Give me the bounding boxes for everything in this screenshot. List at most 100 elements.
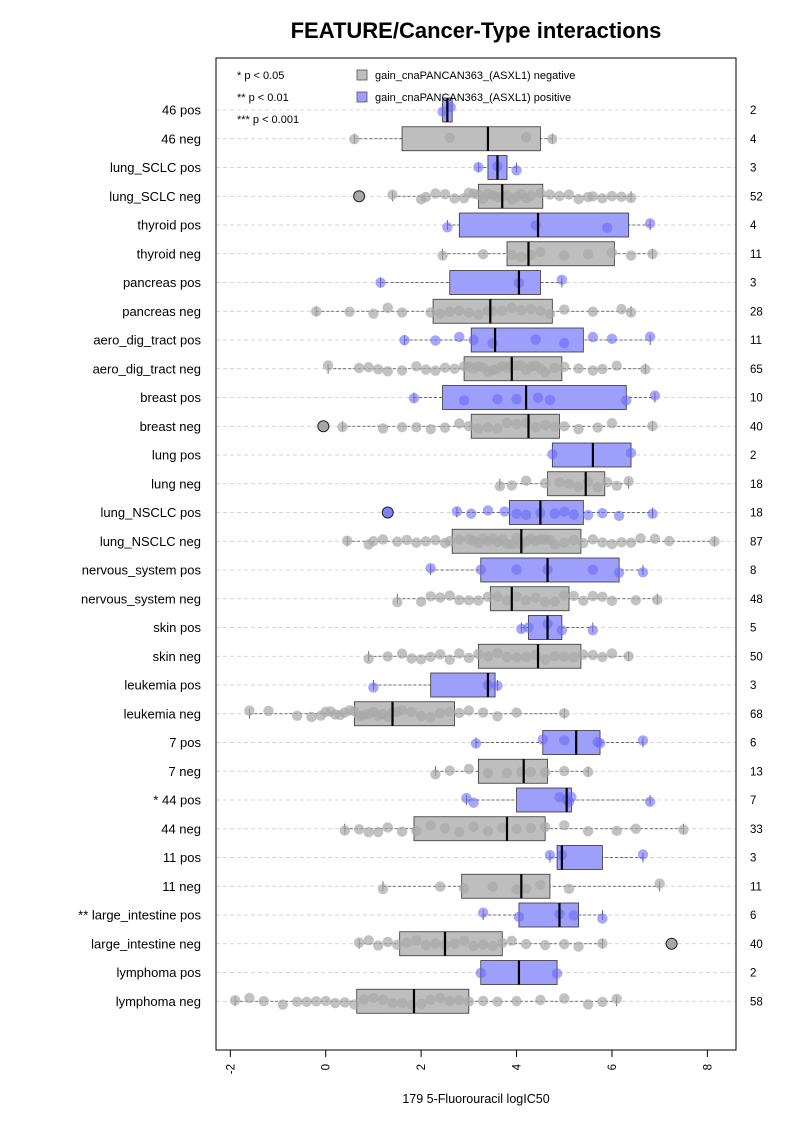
row-count-nervous-system-pos: 8 [750, 565, 756, 577]
point-lung-nsclc-neg [606, 538, 618, 550]
row-count-pancreas-pos: 3 [750, 278, 756, 290]
point-skin-neg [463, 652, 475, 664]
point-lung-nsclc-neg [625, 537, 637, 548]
point-44-pos [644, 796, 656, 808]
point-large-intestine-neg [353, 937, 365, 948]
point-44-neg [468, 821, 479, 832]
point-pancreas-neg [310, 306, 322, 317]
row-count-lymphoma-neg: 58 [750, 996, 763, 1008]
point-pancreas-neg [396, 307, 408, 318]
point-thyroid-neg [582, 249, 594, 260]
point-skin-neg [444, 654, 455, 665]
point-leukemia-neg [415, 710, 427, 722]
point-lung-neg [506, 480, 517, 491]
point-aero-dig-tract-pos [530, 334, 541, 345]
point-thyroid-neg [625, 250, 637, 261]
point-breast-pos [544, 394, 556, 406]
point-large-intestine-neg [597, 938, 608, 949]
point-large-intestine-neg [559, 938, 570, 950]
point-breast-neg [411, 421, 422, 433]
point-breast-neg [559, 421, 570, 432]
point-skin-neg [454, 648, 465, 659]
point-lung-neg [539, 477, 551, 489]
point-lung-sclc-neg [535, 187, 546, 199]
point-lymphoma-neg [339, 997, 351, 1008]
point-aero-dig-tract-pos [430, 335, 441, 346]
point-large-intestine-neg [420, 939, 432, 951]
x-tick-label: 0 [321, 1064, 333, 1070]
point-44-neg [559, 820, 570, 831]
point-lung-nsclc-neg [377, 534, 389, 545]
x-axis: -2 0 2 4 6 8 [225, 1049, 714, 1074]
point-large-intestine-neg [363, 935, 374, 946]
point-breast-neg [501, 417, 513, 429]
row-count-nervous-system-neg: 48 [750, 594, 763, 606]
point-pancreas-neg [616, 303, 627, 315]
point-lung-pos [625, 447, 637, 459]
point-lymphoma-neg [377, 994, 389, 1005]
point-large-intestine-neg [373, 940, 384, 951]
point-11-neg [654, 878, 665, 889]
point-nervous-system-pos [425, 562, 436, 574]
point-nervous-system-neg [606, 595, 618, 607]
row-count-leukemia-neg: 68 [750, 709, 763, 721]
point-pancreas-neg [497, 305, 508, 316]
point-46-neg [547, 133, 558, 145]
legend-sig-3: *** p < 0.001 [237, 114, 299, 126]
point-lung-sclc-neg [387, 189, 398, 200]
point-lung-nsclc-neg [368, 535, 379, 547]
point-breast-neg [377, 423, 389, 434]
point-leukemia-neg [406, 706, 417, 718]
point-leukemia-neg [492, 711, 503, 722]
x-tick-label: 8 [702, 1064, 714, 1070]
point-44-neg [482, 826, 494, 837]
point-pancreas-neg [535, 305, 546, 317]
row-label-lymphoma-pos: lymphoma pos [116, 965, 201, 980]
row-count-44-pos: 7 [750, 795, 756, 807]
row-label-aero-dig-tract-pos: aero_dig_tract pos [93, 333, 201, 348]
point-lung-nsclc-neg [649, 533, 661, 544]
row-label-lung-sclc-neg: lung_SCLC neg [109, 189, 201, 204]
point-lung-sclc-pos [473, 161, 484, 173]
point-aero-dig-tract-neg [559, 361, 570, 372]
row-count-lung-sclc-pos: 3 [750, 163, 756, 175]
row-count-aero-dig-tract-pos: 11 [750, 335, 762, 347]
point-large-intestine-neg [468, 940, 479, 952]
point-aero-dig-tract-neg [322, 360, 334, 371]
point-leukemia-neg [511, 707, 522, 718]
point-large-intestine-neg [520, 938, 532, 950]
point-large-intestine-neg [506, 935, 517, 946]
point-44-pos [566, 791, 577, 803]
point-skin-neg [492, 647, 503, 659]
point-skin-neg [539, 654, 551, 665]
point-breast-pos [511, 393, 522, 405]
medians [391, 98, 594, 1014]
point-lung-nsclc-neg [444, 535, 455, 547]
point-46-neg [349, 134, 360, 145]
row-label-pancreas-pos: pancreas pos [123, 275, 202, 290]
point-lung-sclc-neg [420, 191, 432, 203]
row-label-lung-neg: lung neg [151, 476, 201, 491]
point-44-neg [363, 826, 374, 838]
point-lung-nsclc-pos [647, 508, 658, 520]
point-breast-neg [337, 421, 348, 433]
point-large-intestine-neg [449, 938, 460, 949]
point-breast-neg [606, 418, 618, 429]
point-7-neg [582, 766, 594, 778]
point-lymphoma-neg [435, 992, 446, 1004]
row-count-lung-pos: 2 [750, 450, 756, 462]
point-leukemia-neg [396, 705, 408, 716]
row-label-44-neg: 44 neg [161, 821, 201, 836]
point-skin-neg [435, 649, 446, 660]
point-lymphoma-neg [291, 996, 303, 1008]
point-aero-dig-tract-pos [487, 338, 498, 349]
whiskers [234, 105, 715, 1007]
point-lymphoma-neg [244, 992, 255, 1004]
point-lung-nsclc-pos [549, 508, 560, 519]
point-breast-neg [454, 418, 465, 429]
point-lymphoma-neg [277, 999, 288, 1010]
point-lymphoma-neg [582, 999, 594, 1010]
point-lung-nsclc-neg [549, 539, 560, 550]
point-thyroid-pos [530, 220, 541, 231]
point-pancreas-neg [559, 304, 570, 315]
